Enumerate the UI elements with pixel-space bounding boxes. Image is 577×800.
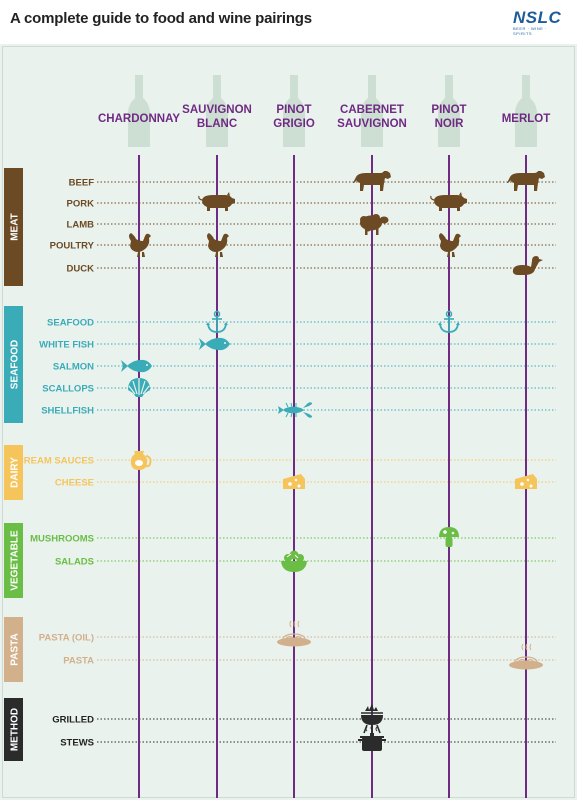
pasta-plate-icon bbox=[508, 643, 544, 671]
wine-header: MERLOT bbox=[502, 113, 551, 125]
row-label: CREAM SAUCES bbox=[17, 456, 94, 467]
chart-frame bbox=[2, 46, 575, 798]
wine-header: PINOT NOIR bbox=[431, 104, 466, 130]
wine-bottle-icon bbox=[438, 75, 460, 147]
row-label: GRILLED bbox=[52, 715, 94, 726]
logo-tagline: BEER · WINE · SPIRITS bbox=[513, 26, 547, 36]
wine-bottles bbox=[128, 75, 537, 147]
category-label: METHOD bbox=[10, 708, 21, 751]
category-tab-meat bbox=[4, 168, 23, 286]
cheese-icon bbox=[283, 474, 305, 489]
nslc-logo: NSLC BEER · WINE · SPIRITS bbox=[513, 8, 565, 36]
row-label: STEWS bbox=[60, 738, 94, 749]
grill-icon bbox=[360, 703, 384, 734]
row-label: LAMB bbox=[67, 220, 95, 231]
page-title: A complete guide to food and wine pairin… bbox=[10, 10, 312, 27]
fish-icon bbox=[121, 359, 152, 373]
wine-bottle-icon bbox=[283, 75, 305, 147]
category-tab-method bbox=[4, 698, 23, 761]
row-label: SHELLFISH bbox=[41, 406, 94, 417]
row-label: PASTA bbox=[63, 656, 94, 667]
mushroom-icon bbox=[439, 527, 459, 547]
cheese-icon bbox=[515, 474, 537, 489]
row-label: CHEESE bbox=[55, 478, 94, 489]
row-label: SEAFOOD bbox=[47, 318, 94, 329]
category-tab-pasta bbox=[4, 617, 23, 682]
category-label: SEAFOOD bbox=[10, 340, 21, 389]
wine-header: SAUVIGNON BLANC bbox=[182, 104, 252, 130]
wine-bottle-icon bbox=[515, 75, 537, 147]
wine-bottle-icon bbox=[128, 75, 150, 147]
fish-icon bbox=[199, 337, 230, 351]
row-label: BEEF bbox=[69, 178, 95, 189]
row-label: MUSHROOMS bbox=[30, 534, 94, 545]
row-label: POULTRY bbox=[50, 241, 95, 252]
category-label: MEAT bbox=[10, 213, 21, 241]
wine-bottle-icon bbox=[361, 75, 383, 147]
pairing-icons bbox=[121, 171, 545, 752]
row-label: SCALLOPS bbox=[42, 384, 94, 395]
category-label: VEGETABLE bbox=[10, 530, 21, 591]
row-label: PORK bbox=[67, 199, 95, 210]
row-label: WHITE FISH bbox=[39, 340, 94, 351]
food-rows: BEEF PORK LAMB POULTRY DUCK SEAFOOD WHITE FISH… bbox=[17, 178, 556, 749]
category-tabs: MEAT SEAFOOD DAIRY VEGETABLE PASTA METHOD bbox=[4, 168, 23, 761]
pot-icon bbox=[357, 725, 387, 752]
scallop-icon bbox=[127, 377, 151, 398]
row-label: PASTA (OIL) bbox=[39, 633, 94, 644]
category-tab-seafood bbox=[4, 306, 23, 423]
category-tab-dairy bbox=[4, 445, 23, 500]
header: A complete guide to food and wine pairin… bbox=[0, 0, 577, 44]
row-label: DUCK bbox=[67, 264, 95, 275]
duck-icon bbox=[512, 256, 543, 275]
category-label: PASTA bbox=[10, 633, 21, 665]
wine-lines bbox=[138, 155, 527, 798]
row-label: SALADS bbox=[55, 557, 94, 568]
wine-header: CABERNET SAUVIGNON bbox=[337, 104, 407, 130]
row-label: SALMON bbox=[53, 362, 94, 373]
milk-jug-icon bbox=[129, 450, 152, 471]
salad-bowl-icon bbox=[280, 550, 308, 573]
category-label: DAIRY bbox=[10, 457, 21, 488]
wine-header: CHARDONNAY bbox=[98, 113, 180, 125]
category-tab-vegetable bbox=[4, 523, 23, 598]
wine-bottle-icon bbox=[206, 75, 228, 147]
wine-header: PINOT GRIGIO bbox=[273, 104, 315, 130]
pasta-plate-icon bbox=[276, 620, 312, 648]
logo-text: NSLC bbox=[513, 8, 562, 27]
